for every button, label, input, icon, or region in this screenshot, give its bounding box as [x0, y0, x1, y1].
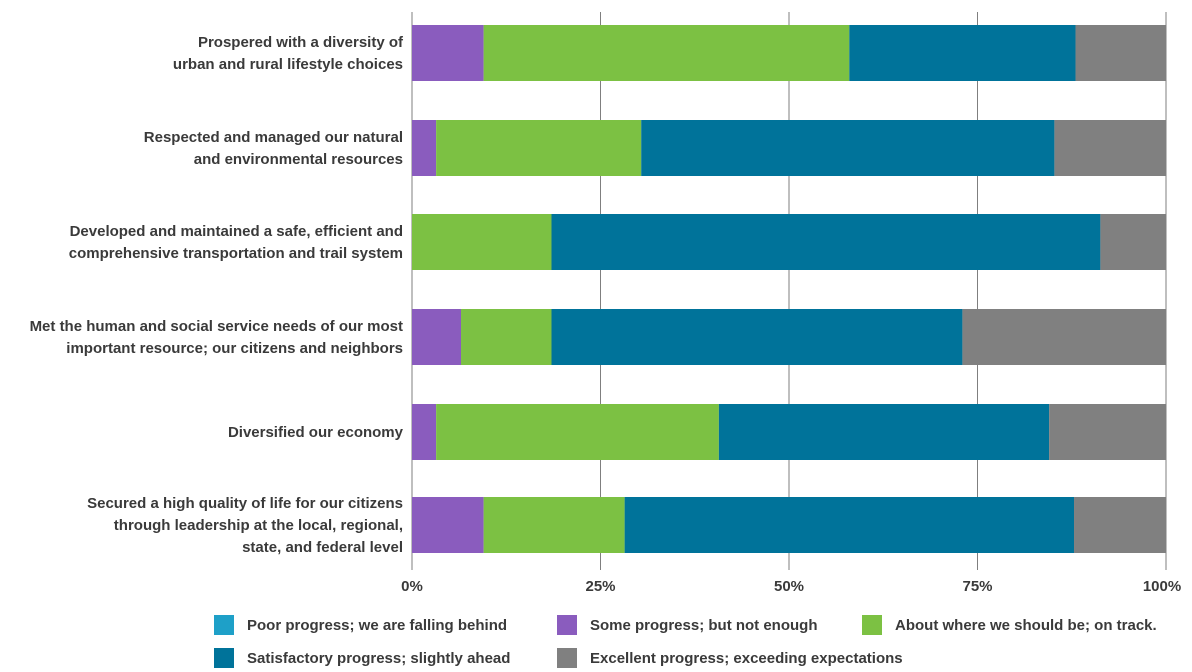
bar-segment	[412, 25, 484, 81]
legend-item-on-track: About where we should be; on track.	[862, 614, 1157, 636]
legend-swatch-poor	[214, 615, 234, 635]
bars	[412, 25, 1166, 553]
stacked-bar-chart: Prospered with a diversity of urban and r…	[30, 12, 1181, 595]
x-tick-label: 25%	[585, 578, 615, 595]
legend-label-excellent: Excellent progress; exceeding expectatio…	[590, 649, 903, 667]
x-tick-label: 100%	[1143, 578, 1181, 595]
category-label: Developed and maintained a safe, efficie…	[70, 223, 403, 240]
legend-item-satisfactory: Satisfactory progress; slightly ahead	[214, 647, 510, 669]
bar-segment	[1054, 120, 1166, 176]
category-label: comprehensive transportation and trail s…	[69, 245, 403, 262]
bar-segment	[412, 309, 462, 365]
bar-segment	[412, 120, 437, 176]
bar-segment	[412, 404, 437, 460]
legend-label-satisfactory: Satisfactory progress; slightly ahead	[247, 649, 511, 667]
legend-label-poor: Poor progress; we are falling behind	[247, 616, 508, 634]
category-label: Diversified our economy	[228, 424, 404, 441]
x-axis-ticks: 0% 25% 50% 75% 100%	[401, 578, 1181, 595]
legend-swatch-satisfactory	[214, 648, 234, 668]
bar-segment	[624, 497, 1075, 553]
category-label: important resource; our citizens and nei…	[66, 340, 403, 357]
legend: Poor progress; we are falling behind Som…	[0, 608, 1192, 672]
legend-swatch-excellent	[557, 648, 577, 668]
category-label: urban and rural lifestyle choices	[173, 56, 403, 73]
x-tick-label: 0%	[401, 578, 423, 595]
bar-segment	[483, 497, 625, 553]
legend-item-excellent: Excellent progress; exceeding expectatio…	[557, 647, 903, 669]
bar-segment	[718, 404, 1050, 460]
bar-segment	[436, 404, 719, 460]
bar-segment	[962, 309, 1166, 365]
bar-segment	[461, 309, 552, 365]
legend-label-on-track: About where we should be; on track.	[895, 616, 1157, 634]
x-tick-label: 50%	[774, 578, 804, 595]
bar-segment	[1075, 25, 1166, 81]
category-labels: Prospered with a diversity of urban and r…	[30, 34, 404, 556]
bar-segment	[412, 214, 552, 270]
bar-segment	[436, 120, 642, 176]
legend-swatch-on-track	[862, 615, 882, 635]
bar-segment	[1074, 497, 1166, 553]
category-label: Met the human and social service needs o…	[30, 318, 403, 335]
bar-segment	[641, 120, 1055, 176]
legend-swatch-some	[557, 615, 577, 635]
category-label: through leadership at the local, regiona…	[114, 517, 403, 534]
bar-segment	[483, 25, 850, 81]
legend-item-poor: Poor progress; we are falling behind	[214, 614, 507, 636]
bar-segment	[849, 25, 1076, 81]
gridlines	[411, 12, 1167, 570]
category-label: Respected and managed our natural	[144, 129, 403, 146]
bar-segment	[1100, 214, 1166, 270]
x-tick-label: 75%	[962, 578, 992, 595]
bar-segment	[412, 497, 484, 553]
bar-segment	[1049, 404, 1166, 460]
bar-segment	[551, 214, 1101, 270]
category-label: and environmental resources	[194, 151, 403, 168]
legend-item-some: Some progress; but not enough	[557, 614, 818, 636]
category-label: state, and federal level	[242, 539, 403, 556]
bar-segment	[551, 309, 963, 365]
category-label: Prospered with a diversity of	[198, 34, 404, 51]
category-label: Secured a high quality of life for our c…	[87, 495, 403, 512]
legend-label-some: Some progress; but not enough	[590, 616, 818, 634]
